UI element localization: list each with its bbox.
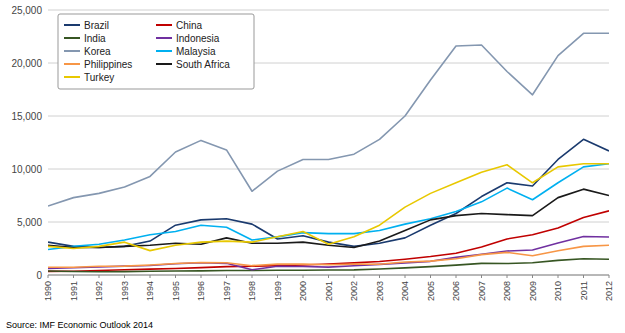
x-tick-label: 1991 xyxy=(69,281,79,301)
x-tick-label: 1993 xyxy=(120,281,130,301)
y-axis: 0 5,000 10,000 15,000 20,000 25,000 xyxy=(11,5,609,281)
x-tick-label: 2010 xyxy=(553,281,563,301)
x-tick xyxy=(328,275,329,278)
x-tick-label: 2001 xyxy=(324,281,334,301)
legend-label: China xyxy=(176,20,203,31)
x-tick-label: 1992 xyxy=(94,281,104,301)
x-tick-label: 2000 xyxy=(298,281,308,301)
x-tick-label: 2006 xyxy=(451,281,461,301)
legend-swatch xyxy=(156,63,172,65)
x-tick-label: 2008 xyxy=(502,281,512,301)
x-tick xyxy=(252,275,253,278)
legend-swatch xyxy=(64,24,80,26)
x-tick xyxy=(48,275,49,278)
series-line xyxy=(48,189,609,247)
legend-label: Philippines xyxy=(84,59,132,70)
x-tick xyxy=(558,275,559,278)
x-tick xyxy=(430,275,431,278)
legend-swatch xyxy=(156,24,172,26)
grid-line xyxy=(48,10,609,11)
legend-swatch xyxy=(64,50,80,52)
y-tick-label: 20,000 xyxy=(11,58,42,69)
x-tick xyxy=(507,275,508,278)
y-tick-label: 5,000 xyxy=(17,217,42,228)
legend-label: Turkey xyxy=(84,72,114,83)
x-tick xyxy=(150,275,151,278)
x-tick xyxy=(354,275,355,278)
x-tick-label: 2004 xyxy=(400,281,410,301)
x-tick-label: 2002 xyxy=(349,281,359,301)
lines xyxy=(48,33,609,271)
legend-box xyxy=(58,14,254,89)
x-axis: 1990 1991 1992 1993 1994 1995 1996 1997 1998 1999… xyxy=(43,275,614,301)
x-tick xyxy=(379,275,380,278)
x-tick xyxy=(481,275,482,278)
legend-swatch xyxy=(156,50,172,52)
legend-label: Brazil xyxy=(84,20,109,31)
y-tick-label: 0 xyxy=(36,270,42,281)
x-tick xyxy=(226,275,227,278)
grid-line xyxy=(48,169,609,170)
legend-swatch xyxy=(64,76,80,78)
x-tick xyxy=(532,275,533,278)
series-line xyxy=(48,139,609,247)
legend-label: Indonesia xyxy=(176,33,220,44)
series-line xyxy=(48,33,609,206)
x-tick-label: 1999 xyxy=(273,281,283,301)
legend-label: India xyxy=(84,33,106,44)
series-line xyxy=(48,245,609,267)
x-tick-label: 2003 xyxy=(375,281,385,301)
legend: Brazil China India Indonesia Korea Malaysia Ph… xyxy=(58,14,254,89)
legend-label: Korea xyxy=(84,46,111,57)
x-tick-label: 2012 xyxy=(604,281,614,301)
x-tick xyxy=(303,275,304,278)
legend-swatch xyxy=(64,63,80,65)
chart: 05,00010,00015,00020,00025,0001990199119… xyxy=(0,0,625,333)
x-tick-label: 2005 xyxy=(426,281,436,301)
x-tick xyxy=(124,275,125,278)
grid-line xyxy=(48,222,609,223)
legend-label: South Africa xyxy=(176,59,230,70)
y-tick-label: 10,000 xyxy=(11,164,42,175)
y-tick-label: 25,000 xyxy=(11,5,42,16)
x-tick-label: 2011 xyxy=(579,281,589,300)
x-tick-label: 1995 xyxy=(171,281,181,301)
x-tick xyxy=(583,275,584,278)
x-tick xyxy=(456,275,457,278)
x-tick-label: 1998 xyxy=(247,281,257,301)
x-tick xyxy=(175,275,176,278)
x-tick xyxy=(99,275,100,278)
series-line xyxy=(48,237,609,270)
series-line xyxy=(48,211,609,272)
x-tick-label: 1997 xyxy=(222,281,232,301)
legend-label: Malaysia xyxy=(176,46,216,57)
grid-line xyxy=(48,116,609,117)
legend-swatch xyxy=(156,37,172,39)
x-tick-label: 1990 xyxy=(43,281,53,301)
x-tick-label: 1996 xyxy=(196,281,206,301)
x-tick xyxy=(73,275,74,278)
x-tick xyxy=(277,275,278,278)
series-line xyxy=(48,164,609,251)
x-tick-label: 2007 xyxy=(477,281,487,301)
y-tick-label: 15,000 xyxy=(11,111,42,122)
legend-swatch xyxy=(64,37,80,39)
x-tick xyxy=(609,275,610,278)
x-tick-label: 2009 xyxy=(528,281,538,301)
source-note: Source: IMF Economic Outlook 2014 xyxy=(6,320,153,330)
x-tick-label: 1994 xyxy=(145,281,155,301)
x-tick xyxy=(405,275,406,278)
x-tick xyxy=(201,275,202,278)
